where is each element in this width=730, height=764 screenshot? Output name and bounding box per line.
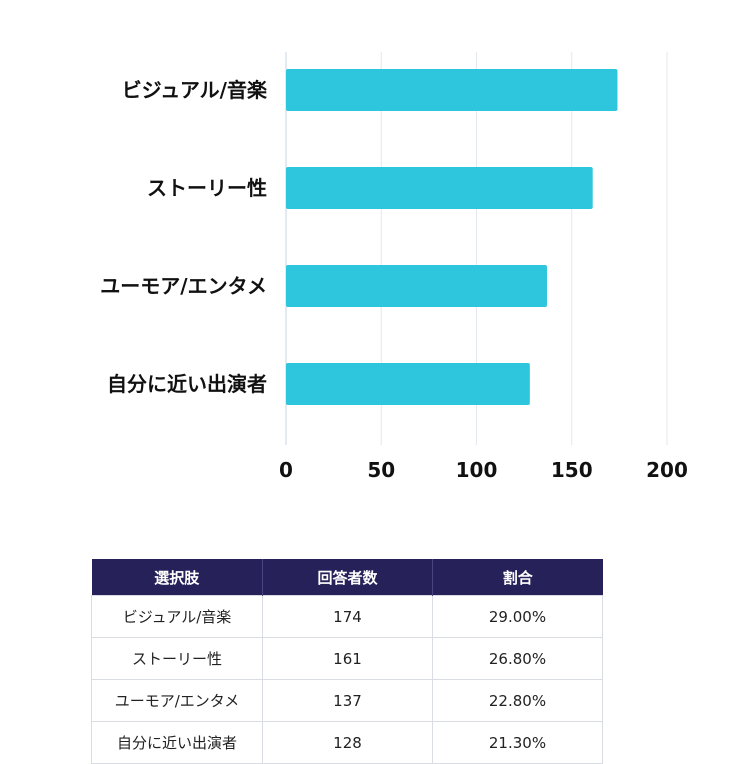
category-label: ユーモア/エンタメ — [100, 274, 267, 298]
cell-choice: ユーモア/エンタメ — [91, 679, 263, 722]
category-label: ビジュアル/音楽 — [122, 78, 268, 102]
cell-respondents: 161 — [262, 637, 433, 680]
cell-respondents: 174 — [262, 595, 433, 638]
bar — [286, 167, 593, 209]
table-row: ストーリー性 161 26.80% — [91, 637, 603, 680]
cell-ratio: 21.30% — [432, 721, 603, 764]
header-ratio: 割合 — [432, 559, 603, 596]
table-row: ビジュアル/音楽 174 29.00% — [91, 595, 603, 638]
results-table: 選択肢 回答者数 割合 ビジュアル/音楽 174 29.00% ストーリー性 1… — [91, 559, 603, 764]
bars — [286, 69, 618, 405]
x-tick-label: 100 — [456, 458, 498, 482]
bar — [286, 363, 530, 405]
cell-choice: 自分に近い出演者 — [91, 721, 263, 764]
bar — [286, 265, 547, 307]
table-row: ユーモア/エンタメ 137 22.80% — [91, 679, 603, 722]
cell-respondents: 128 — [262, 721, 433, 764]
bar — [286, 69, 618, 111]
cell-respondents: 137 — [262, 679, 433, 722]
x-tick-labels: 0 50 100 150 200 — [279, 458, 688, 482]
x-tick-label: 0 — [279, 458, 293, 482]
cell-ratio: 22.80% — [432, 679, 603, 722]
category-label: ストーリー性 — [147, 176, 267, 200]
x-tick-label: 150 — [551, 458, 593, 482]
cell-ratio: 29.00% — [432, 595, 603, 638]
x-tick-label: 50 — [367, 458, 395, 482]
cell-choice: ストーリー性 — [91, 637, 263, 680]
category-label: 自分に近い出演者 — [107, 372, 267, 396]
table-row: 自分に近い出演者 128 21.30% — [91, 721, 603, 764]
x-tick-label: 200 — [646, 458, 688, 482]
cell-ratio: 26.80% — [432, 637, 603, 680]
table-header-row: 選択肢 回答者数 割合 — [91, 559, 603, 596]
cell-choice: ビジュアル/音楽 — [91, 595, 263, 638]
header-choice: 選択肢 — [91, 559, 263, 596]
header-respondents: 回答者数 — [262, 559, 433, 596]
